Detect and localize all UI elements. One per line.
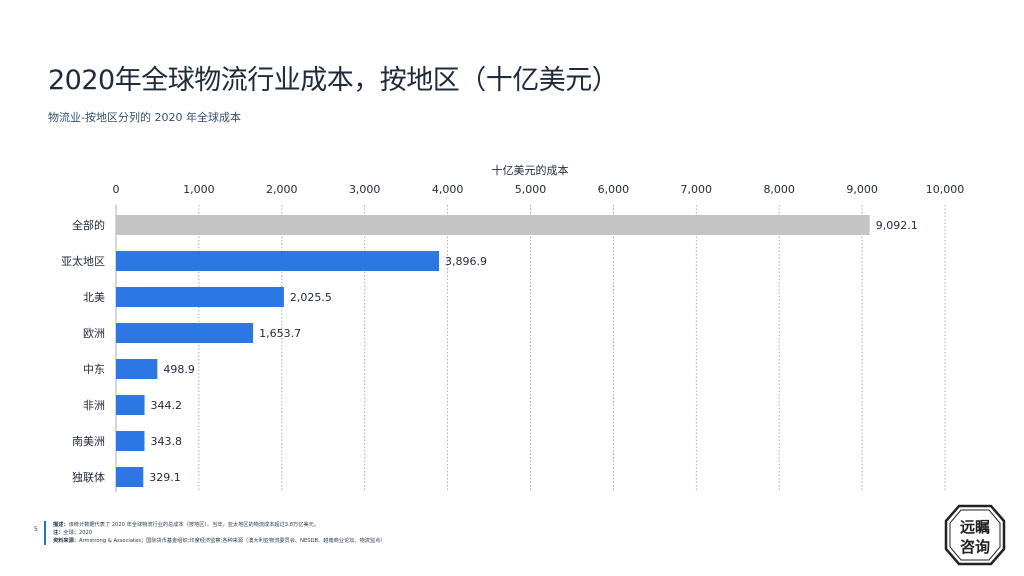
category-label: 中东 [83, 363, 105, 376]
value-label: 1,653.7 [259, 327, 301, 340]
bar [116, 431, 145, 451]
source-text: Armstrong & Associates；国际货币基金组织;印度经济监察;各… [78, 538, 386, 544]
page-number: 5 [34, 526, 38, 533]
category-label: 全部的 [72, 218, 105, 232]
bar [116, 251, 440, 271]
value-label: 344.2 [151, 399, 183, 412]
description-text: 该统计数据代表了 2020 年全球物流行业的总成本（按地区）。当年，亚太地区的物… [68, 522, 319, 528]
note-text: 全球；2020 [63, 530, 93, 536]
bar [116, 323, 254, 343]
x-tick-label: 7,000 [681, 183, 713, 196]
description-label: 描述： [53, 522, 69, 528]
chart-subtitle: 物流业-按地区分列的 2020 年全球成本 [48, 111, 241, 124]
bar [116, 359, 158, 379]
x-tick-label: 2,000 [266, 183, 298, 196]
category-label: 亚太地区 [61, 255, 105, 268]
note-line: 注：全球；2020 [53, 529, 753, 537]
x-tick-label: 8,000 [763, 183, 795, 196]
bar [116, 395, 145, 415]
x-tick-label: 10,000 [926, 183, 965, 196]
category-label: 欧洲 [83, 327, 105, 340]
source-line: 资料来源：Armstrong & Associates；国际货币基金组织;印度经… [53, 537, 753, 545]
value-label: 498.9 [163, 363, 195, 376]
value-label: 3,896.9 [445, 255, 487, 268]
category-label: 南美洲 [72, 435, 105, 448]
x-tick-label: 1,000 [183, 183, 215, 196]
company-logo: 远瞩 咨询 [944, 504, 1006, 566]
x-tick-label: 0 [113, 183, 120, 196]
description-line: 描述：该统计数据代表了 2020 年全球物流行业的总成本（按地区）。当年，亚太地… [53, 521, 753, 529]
value-label: 9,092.1 [876, 219, 918, 232]
bar [116, 467, 144, 487]
value-label: 2,025.5 [290, 291, 332, 304]
x-tick-label: 4,000 [432, 183, 464, 196]
axis-title: 十亿美元的成本 [492, 163, 569, 177]
bar [116, 215, 870, 235]
category-label: 独联体 [72, 470, 105, 484]
category-label: 非洲 [83, 399, 105, 412]
value-label: 329.1 [149, 471, 181, 484]
x-tick-label: 9,000 [846, 183, 878, 196]
category-label: 北美 [83, 291, 105, 304]
chart-title: 2020年全球物流行业成本，按地区（十亿美元） [48, 65, 619, 96]
bar [116, 287, 284, 307]
logo-text-bottom: 咨询 [960, 538, 990, 556]
note-label: 注： [53, 530, 64, 536]
x-tick-label: 5,000 [515, 183, 547, 196]
value-label: 343.8 [151, 435, 183, 448]
source-label: 资料来源： [53, 538, 79, 544]
footer-notes: 描述：该统计数据代表了 2020 年全球物流行业的总成本（按地区）。当年，亚太地… [44, 521, 753, 545]
logo-text-top: 远瞩 [960, 518, 990, 536]
x-tick-label: 3,000 [349, 183, 381, 196]
x-tick-label: 6,000 [598, 183, 630, 196]
